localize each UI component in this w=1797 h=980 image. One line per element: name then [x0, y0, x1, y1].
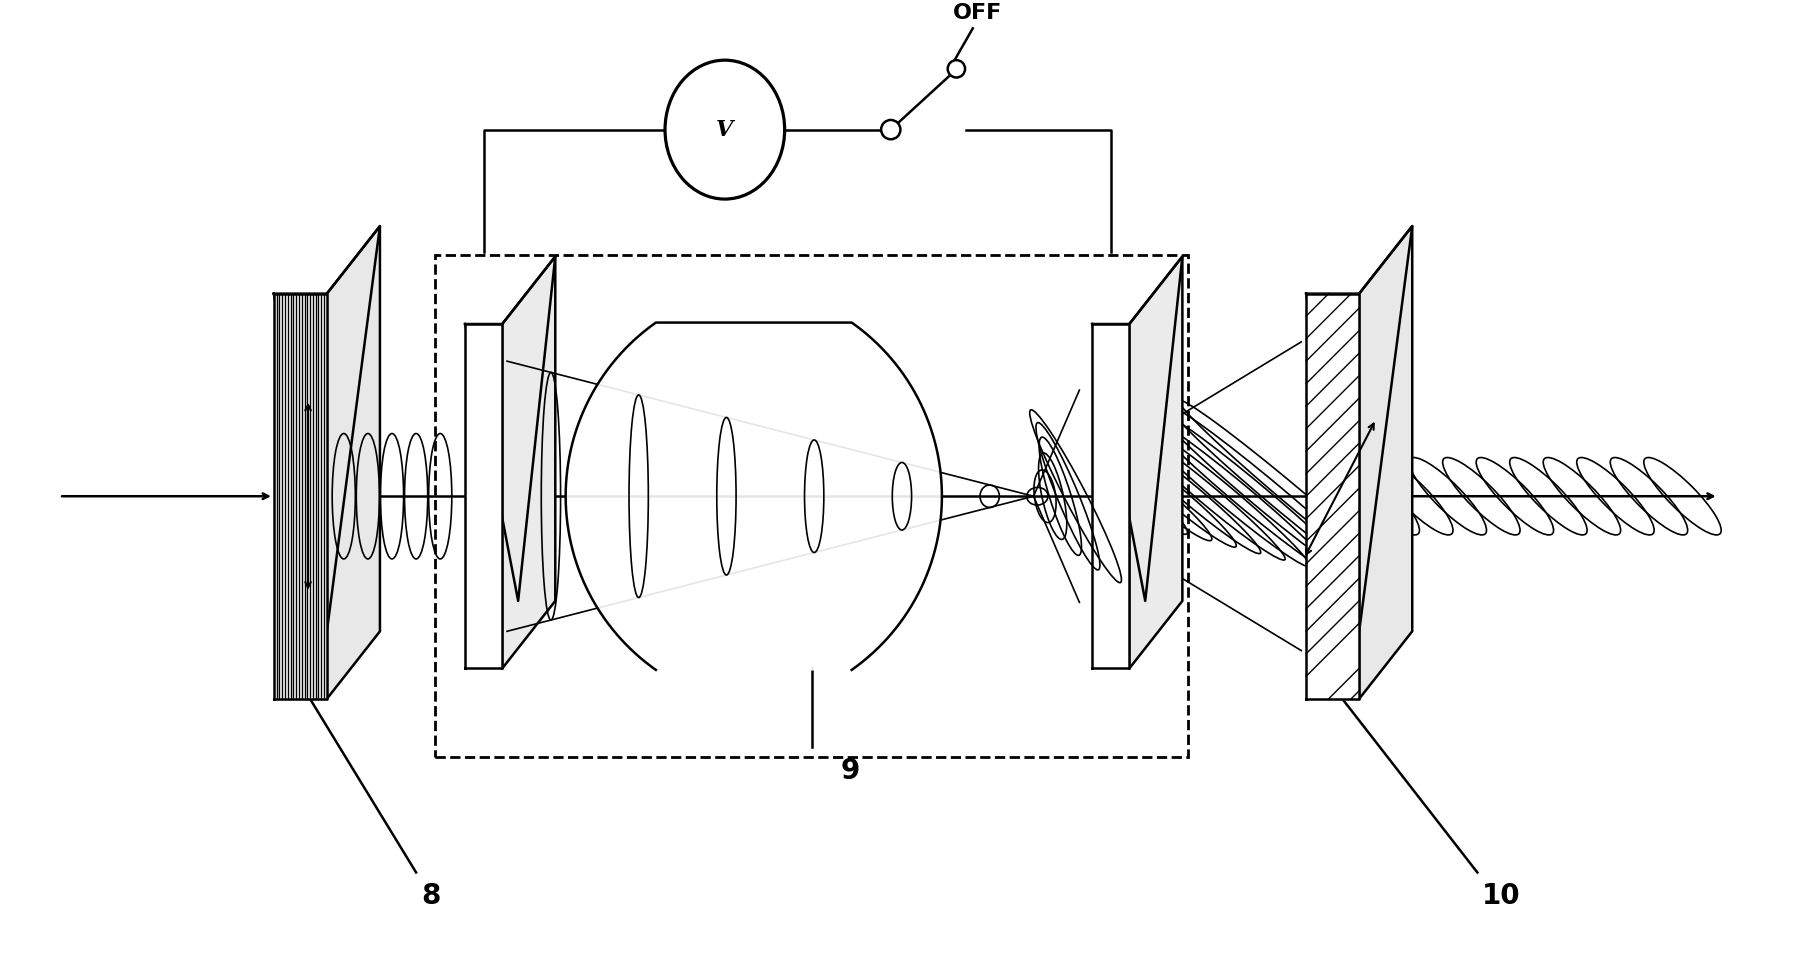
Polygon shape: [327, 226, 379, 699]
Polygon shape: [501, 257, 555, 668]
Circle shape: [947, 60, 965, 77]
Text: OFF: OFF: [952, 4, 1003, 24]
Polygon shape: [273, 294, 327, 699]
Polygon shape: [273, 226, 379, 631]
Polygon shape: [566, 322, 942, 670]
Polygon shape: [1093, 324, 1129, 668]
Polygon shape: [1129, 257, 1182, 668]
Ellipse shape: [665, 60, 785, 199]
Polygon shape: [1359, 226, 1412, 699]
Text: V: V: [717, 119, 733, 140]
Polygon shape: [1306, 294, 1359, 699]
Text: 8: 8: [420, 882, 440, 910]
Polygon shape: [465, 257, 555, 601]
Polygon shape: [465, 324, 501, 668]
Polygon shape: [1093, 257, 1182, 601]
Text: 10: 10: [1483, 882, 1520, 910]
Bar: [435, 255, 1188, 757]
Polygon shape: [1306, 226, 1412, 631]
Circle shape: [881, 120, 900, 139]
Text: 9: 9: [841, 757, 859, 785]
